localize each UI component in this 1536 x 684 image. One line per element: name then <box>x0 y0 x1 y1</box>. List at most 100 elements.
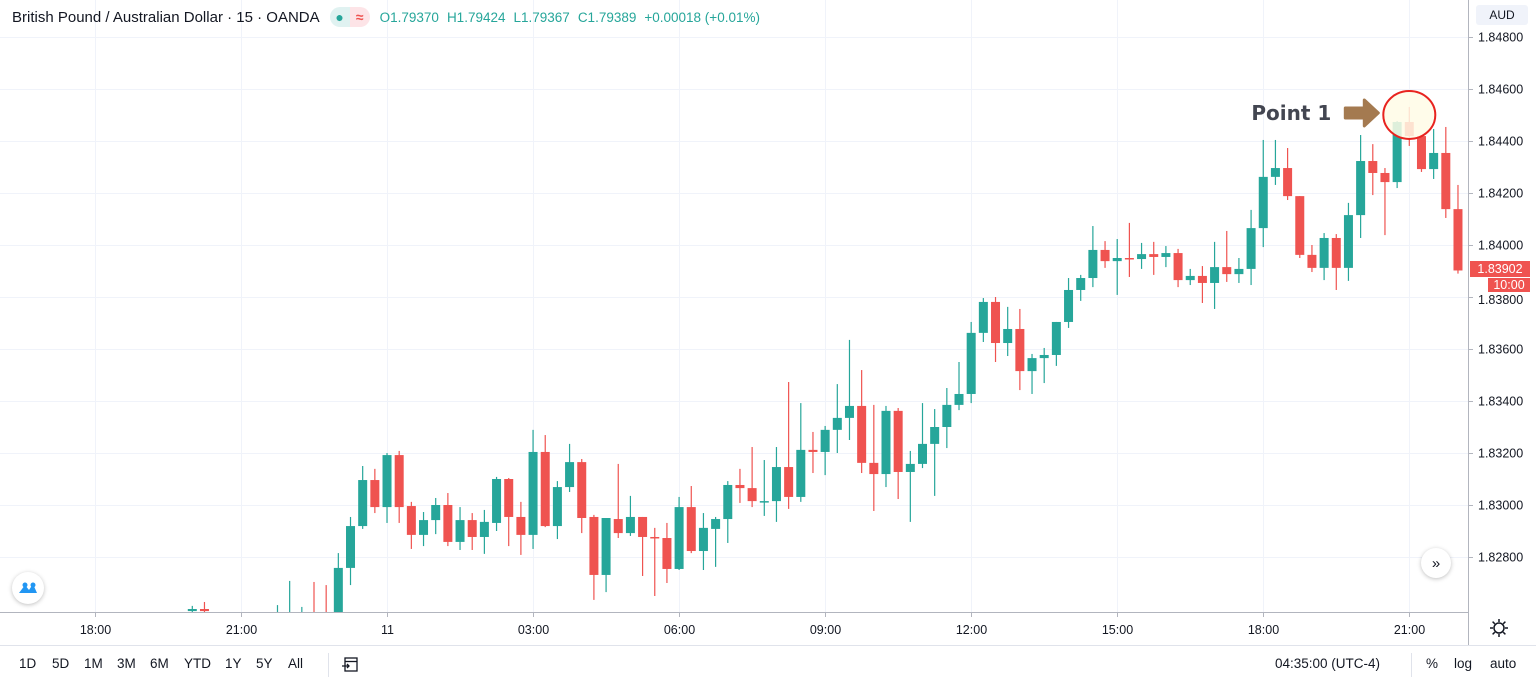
range-5d-button[interactable]: 5D <box>52 656 70 671</box>
divider <box>1411 653 1412 677</box>
bar-countdown-tag: 10:00 <box>1488 278 1530 292</box>
candle <box>528 429 538 549</box>
status-badge[interactable]: ● ≈ <box>329 7 370 27</box>
candle <box>276 605 279 612</box>
candle <box>881 405 891 488</box>
range-1d-button[interactable]: 1D <box>19 656 37 671</box>
x-tick-label: 11 <box>381 623 394 637</box>
currency-button[interactable]: AUD <box>1476 5 1528 25</box>
candle-body <box>1246 228 1256 269</box>
log-scale-button[interactable]: log <box>1454 656 1473 671</box>
candle <box>918 403 927 469</box>
candle <box>942 388 952 449</box>
range-1y-button[interactable]: 1Y <box>225 656 242 671</box>
candle <box>313 581 315 612</box>
candle-body <box>1331 237 1341 268</box>
highlight-circle <box>1382 89 1437 140</box>
candle <box>443 493 453 547</box>
symbol-title[interactable]: British Pound / Australian Dollar · 15 ·… <box>12 8 320 26</box>
candle-body <box>844 405 854 418</box>
candle <box>735 468 745 503</box>
range-all-button[interactable]: All <box>288 656 304 671</box>
tradingview-logo-button[interactable] <box>12 572 44 604</box>
y-tick-label: 1.84800 <box>1478 31 1523 45</box>
candle <box>492 476 502 531</box>
annotation-label: Point 1 <box>1251 101 1331 125</box>
candle <box>966 321 976 404</box>
candle-body <box>1356 161 1366 216</box>
candle-body <box>930 427 940 444</box>
ohlc-values: O1.79370 H1.79424 L1.79367 C1.79389 +0.0… <box>380 10 760 25</box>
candle <box>1076 274 1086 301</box>
settings-icon[interactable] <box>1490 619 1508 637</box>
candle <box>638 516 648 576</box>
candle <box>1453 184 1463 274</box>
auto-scale-button[interactable]: auto <box>1490 656 1517 671</box>
candle-body <box>1064 289 1074 322</box>
candle <box>1441 126 1451 218</box>
y-tick-label: 1.83600 <box>1478 343 1523 357</box>
candle <box>479 509 489 554</box>
candle <box>1112 239 1122 295</box>
clock-timezone[interactable]: 04:35:00 (UTC-4) <box>1275 656 1381 671</box>
candle <box>1015 308 1025 391</box>
time-axis: 18:00 21:00 11 03:00 06:00 09:00 12:00 15:00 18:… <box>80 612 1425 637</box>
candlestick-chart[interactable]: 1.84800 1.84600 1.84400 1.84200 1.84000 1.838… <box>0 0 1536 645</box>
candle <box>565 443 575 492</box>
candle <box>820 425 830 476</box>
range-1m-button[interactable]: 1M <box>84 656 103 671</box>
candle <box>601 518 611 593</box>
candle <box>406 501 416 549</box>
candle <box>978 298 988 342</box>
candle <box>1064 278 1074 328</box>
candle-body <box>601 518 611 575</box>
candle-body <box>1392 122 1402 183</box>
candle <box>1283 148 1293 201</box>
candle <box>930 409 940 496</box>
candle-body <box>516 516 526 535</box>
candle-body <box>577 462 587 518</box>
candle-body <box>1210 267 1220 283</box>
candle-body <box>662 538 672 569</box>
candle <box>431 497 441 535</box>
x-tick-label: 06:00 <box>664 623 695 637</box>
candle-body <box>1161 253 1171 257</box>
candle <box>650 527 660 596</box>
candle <box>857 370 867 474</box>
candle-body <box>1039 354 1049 359</box>
candle <box>674 496 684 570</box>
candle-body <box>1380 172 1390 183</box>
candle <box>419 512 429 547</box>
candle-body <box>1295 196 1305 255</box>
candle <box>1380 168 1390 236</box>
candle <box>1051 321 1061 366</box>
candle-body <box>419 520 429 535</box>
candle-body <box>796 449 806 497</box>
candle-body <box>991 301 1001 344</box>
candle-body <box>492 479 502 523</box>
candle-body <box>297 619 306 624</box>
candle <box>1039 347 1049 384</box>
candle <box>540 435 550 528</box>
candle-body <box>1197 275 1207 283</box>
low-value: L1.79367 <box>513 9 570 25</box>
candle <box>1416 136 1426 172</box>
candle-body <box>552 487 562 527</box>
candle <box>1331 234 1341 290</box>
candle <box>991 297 1001 362</box>
range-5y-button[interactable]: 5Y <box>256 656 273 671</box>
range-6m-button[interactable]: 6M <box>150 656 169 671</box>
candle <box>297 606 306 624</box>
candle-body <box>638 516 648 537</box>
range-ytd-button[interactable]: YTD <box>184 656 211 671</box>
percent-scale-button[interactable]: % <box>1426 656 1439 671</box>
last-price-tag: 1.83902 <box>1470 261 1530 277</box>
candle <box>1356 135 1366 238</box>
scroll-to-realtime-button[interactable]: » <box>1421 548 1451 578</box>
y-tick-label: 1.82800 <box>1478 551 1523 565</box>
range-3m-button[interactable]: 3M <box>117 656 136 671</box>
candle <box>1295 196 1305 258</box>
y-tick-label: 1.83400 <box>1478 395 1523 409</box>
candle-body <box>784 467 794 497</box>
go-to-date-icon[interactable] <box>341 655 359 673</box>
